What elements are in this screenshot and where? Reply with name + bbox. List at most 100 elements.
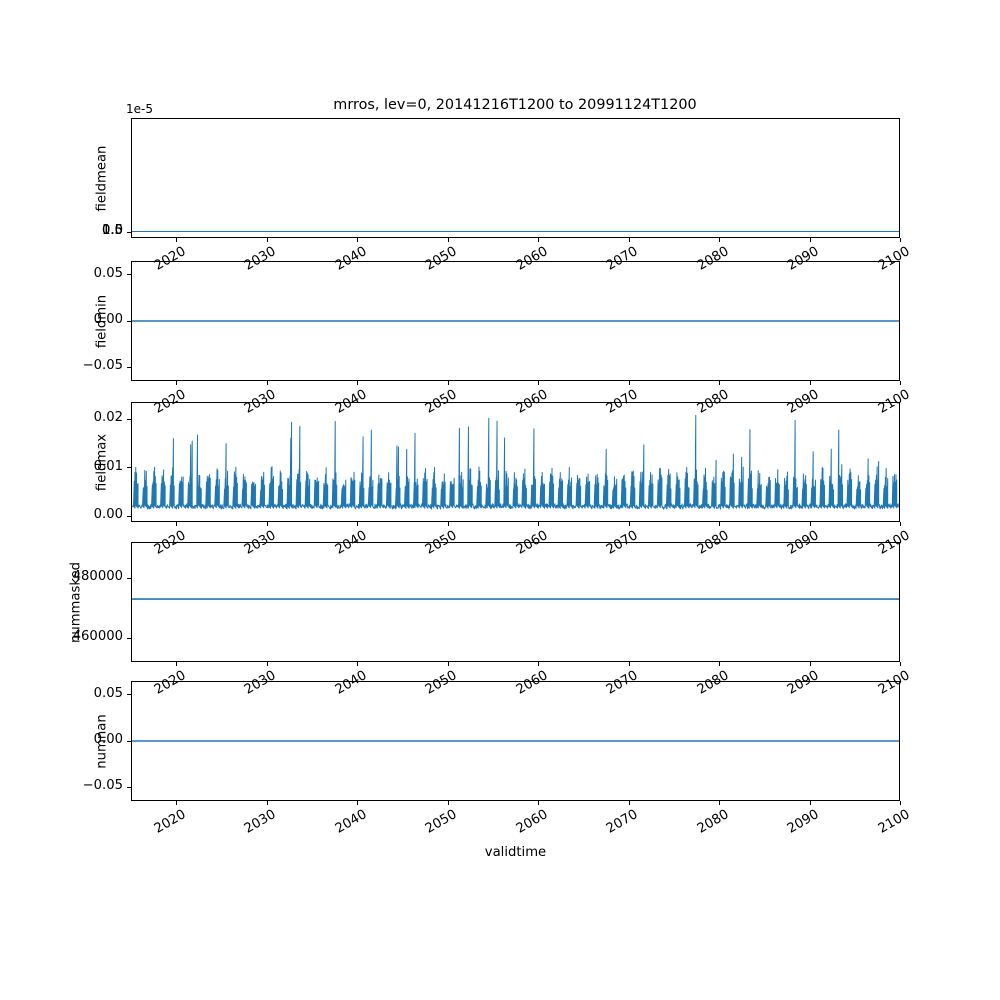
x-tickmark: [719, 801, 721, 805]
plot-line-fieldmean: [132, 119, 899, 237]
x-tickmark: [628, 381, 630, 385]
x-tickmark: [719, 381, 721, 385]
x-tickmark: [266, 381, 268, 385]
y-tickmark: [127, 231, 131, 233]
x-tickmark: [176, 522, 178, 526]
y-tickmark: [127, 467, 131, 469]
x-tickmark: [628, 522, 630, 526]
x-tickmark: [357, 522, 359, 526]
x-tickmark: [176, 801, 178, 805]
plot-line-fieldmin: [132, 262, 899, 380]
axes-frame-fieldmin: [131, 261, 900, 381]
panel-fieldmax: [131, 402, 900, 522]
x-tickmark: [809, 662, 811, 666]
x-tickmark: [809, 381, 811, 385]
xaxis-label: validtime: [484, 845, 547, 860]
x-tickmark: [447, 381, 449, 385]
x-tickmark: [900, 801, 902, 805]
y-tickmark: [127, 320, 131, 322]
x-tickmark: [628, 801, 630, 805]
y-ticklabel: 0.02: [93, 410, 123, 425]
x-tickmark: [900, 522, 902, 526]
x-tickmark: [357, 801, 359, 805]
y-ticklabel: 0.5: [102, 223, 123, 239]
y-ticklabel: 0.05: [93, 685, 123, 701]
ylabel-nummasked: nummasked: [68, 562, 84, 644]
x-tickmark: [719, 238, 721, 242]
y-ticklabel: 1.0: [102, 223, 123, 239]
y-ticklabel: −0.05: [82, 778, 123, 794]
x-ticklabel: 2040: [332, 807, 370, 837]
y-ticklabel: 1.5: [102, 223, 123, 239]
x-tickmark: [176, 662, 178, 666]
x-tickmark: [176, 238, 178, 242]
x-tickmark: [447, 238, 449, 242]
x-tickmark: [719, 522, 721, 526]
ylabel-fieldmean: fieldmean: [94, 145, 110, 212]
axes-frame-nummasked: [131, 542, 900, 662]
x-tickmark: [447, 801, 449, 805]
y-tickmark: [127, 515, 131, 517]
y-tickmark: [127, 577, 131, 579]
panel-fieldmin: [131, 261, 900, 381]
x-tickmark: [266, 801, 268, 805]
figure-title: mrros, lev=0, 20141216T1200 to 20991124T…: [333, 97, 697, 113]
y-tickmark: [127, 366, 131, 368]
x-tickmark: [266, 238, 268, 242]
x-tickmark: [447, 662, 449, 666]
panel-numnan: [131, 681, 900, 801]
axes-frame-fieldmax: [131, 402, 900, 522]
x-tickmark: [357, 381, 359, 385]
y-ticklabel: 0.0: [102, 223, 123, 239]
panel-nummasked: [131, 542, 900, 662]
x-tickmark: [176, 381, 178, 385]
plot-line-nummasked: [132, 543, 899, 661]
y-tickmark: [127, 694, 131, 696]
y-tickmark: [127, 740, 131, 742]
y-ticklabel: 0.00: [93, 732, 123, 747]
x-tickmark: [357, 662, 359, 666]
y-ticklabel: 0.01: [93, 458, 123, 474]
y-tickmark: [127, 637, 131, 639]
x-tickmark: [266, 662, 268, 666]
x-tickmark: [538, 522, 540, 526]
y-tickmark: [127, 274, 131, 276]
x-ticklabel: 2050: [423, 807, 460, 837]
x-ticklabel: 2090: [785, 807, 822, 837]
x-tickmark: [357, 238, 359, 242]
y-ticklabel: 480000: [72, 569, 123, 584]
x-ticklabel: 2070: [604, 807, 641, 837]
x-tickmark: [266, 522, 268, 526]
y-axis-offset-text: 1e-5: [126, 102, 153, 116]
axes-frame-numnan: [131, 681, 900, 801]
x-tickmark: [900, 662, 902, 666]
y-ticklabel: 0.00: [93, 507, 123, 523]
y-ticklabel: 460000: [72, 629, 123, 644]
x-tickmark: [809, 522, 811, 526]
x-ticklabel: 2100: [875, 807, 913, 837]
x-tickmark: [447, 522, 449, 526]
x-tickmark: [628, 662, 630, 666]
plot-line-fieldmax: [132, 403, 899, 521]
x-tickmark: [900, 238, 902, 242]
axes-frame-fieldmean: [131, 118, 900, 238]
x-ticklabel: 2060: [513, 807, 551, 837]
x-tickmark: [538, 381, 540, 385]
y-ticklabel: 0.00: [93, 312, 123, 327]
x-tickmark: [628, 238, 630, 242]
x-tickmark: [809, 238, 811, 242]
x-tickmark: [719, 662, 721, 666]
x-tickmark: [538, 662, 540, 666]
y-tickmark: [127, 418, 131, 420]
y-tickmark: [127, 786, 131, 788]
x-tickmark: [538, 801, 540, 805]
x-tickmark: [900, 381, 902, 385]
plot-line-numnan: [132, 682, 899, 800]
x-tickmark: [538, 238, 540, 242]
x-tickmark: [809, 801, 811, 805]
x-ticklabel: 2080: [694, 807, 732, 837]
panel-fieldmean: [131, 118, 900, 238]
y-ticklabel: −0.05: [82, 358, 123, 374]
y-ticklabel: 0.05: [93, 265, 123, 281]
